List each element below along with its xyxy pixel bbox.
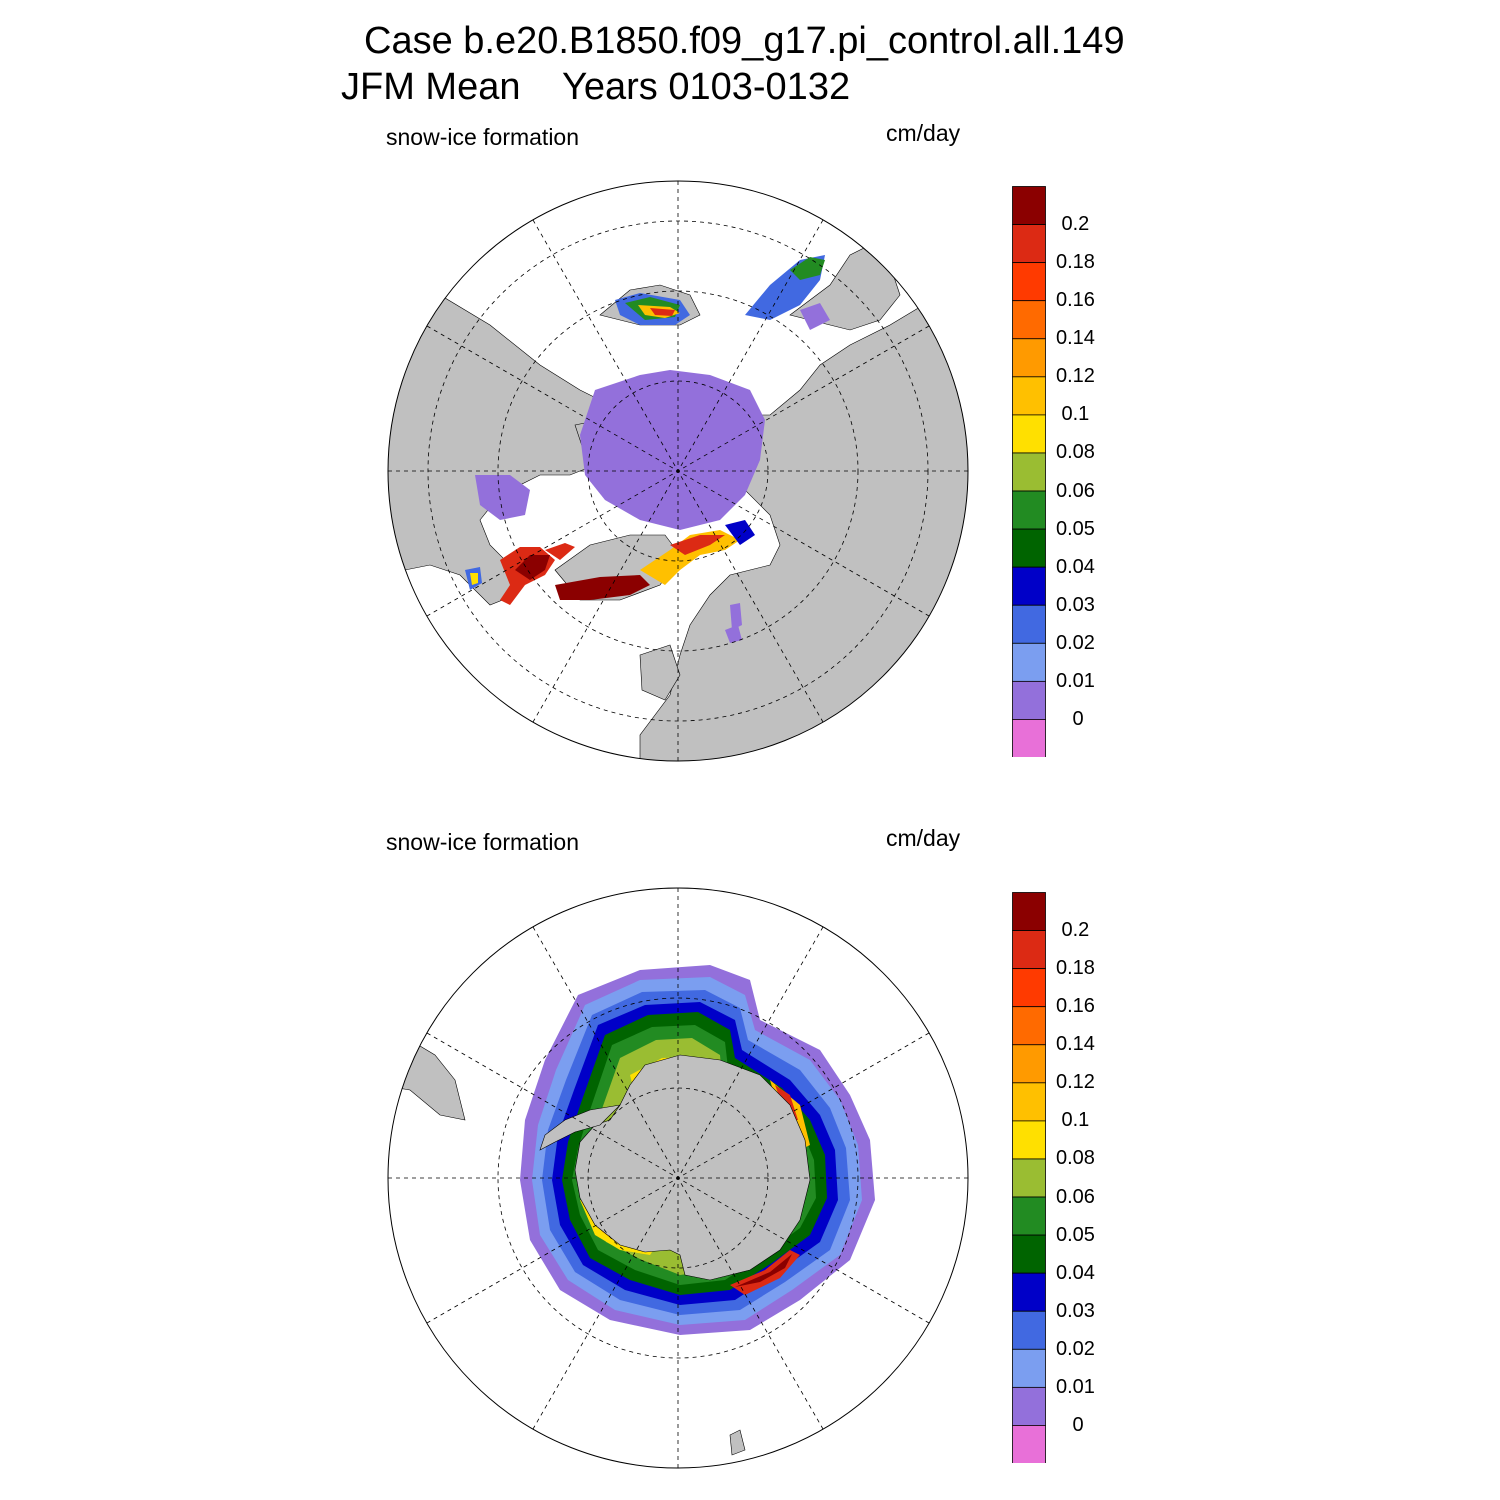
colorbar-tick-label: 0.1 [1061, 403, 1090, 426]
colorbar-swatch [1012, 414, 1046, 454]
colorbar-swatch [1012, 1348, 1046, 1388]
colorbar-tick-label: 0.18 [1056, 957, 1095, 980]
north-polar-map [387, 180, 969, 762]
colorbar-swatch [1012, 719, 1046, 757]
colorbar-tick-label: 0.01 [1056, 1375, 1095, 1398]
colorbar-tick-label: 0.08 [1056, 441, 1095, 464]
colorbar-swatch [1012, 262, 1046, 302]
colorbar-swatch [1012, 604, 1046, 644]
north-snowice-field [465, 255, 830, 643]
colorbar-swatch [1012, 186, 1046, 225]
colorbar-tick-label: 0.02 [1056, 1337, 1095, 1360]
colorbar-swatch [1012, 1196, 1046, 1236]
colorbar-tick-label: 0.18 [1056, 251, 1095, 274]
colorbar-swatch [1012, 490, 1046, 530]
south-units-label: cm/day [886, 825, 961, 851]
south-colorbar-swatches [1012, 892, 1046, 1463]
north-graticule [388, 181, 968, 761]
north-variable-label: snow-ice formation [386, 124, 580, 150]
south-colorbar [1012, 892, 1046, 1463]
colorbar-swatch [1012, 224, 1046, 264]
south-land [388, 1019, 811, 1456]
colorbar-tick-label: 0.08 [1056, 1147, 1095, 1170]
colorbar-tick-label: 0.02 [1056, 631, 1095, 654]
colorbar-swatch [1012, 1386, 1046, 1426]
colorbar-tick-label: 0.05 [1056, 1223, 1095, 1246]
colorbar-tick-label: 0.04 [1056, 1261, 1095, 1284]
colorbar-swatch [1012, 1044, 1046, 1084]
colorbar-tick-label: 0 [1072, 707, 1084, 730]
colorbar-swatch [1012, 338, 1046, 378]
colorbar-swatch [1012, 1006, 1046, 1046]
colorbar-swatch [1012, 1158, 1046, 1198]
colorbar-tick-label: 0.14 [1056, 327, 1095, 350]
south-variable-label: snow-ice formation [386, 829, 580, 855]
colorbar-swatch [1012, 680, 1046, 720]
north-colorbar-swatches [1012, 186, 1046, 757]
colorbar-swatch [1012, 1234, 1046, 1274]
colorbar-swatch [1012, 1082, 1046, 1122]
colorbar-swatch [1012, 642, 1046, 682]
colorbar-swatch [1012, 930, 1046, 970]
colorbar-swatch [1012, 452, 1046, 492]
colorbar-tick-label: 0.03 [1056, 1299, 1095, 1322]
colorbar-swatch [1012, 892, 1046, 931]
colorbar-swatch [1012, 1272, 1046, 1312]
colorbar-tick-label: 0.12 [1056, 365, 1095, 388]
colorbar-swatch [1012, 566, 1046, 606]
colorbar-tick-label: 0.16 [1056, 289, 1095, 312]
colorbar-swatch [1012, 1120, 1046, 1160]
colorbar-swatch [1012, 968, 1046, 1008]
colorbar-swatch [1012, 376, 1046, 416]
colorbar-tick-label: 0.01 [1056, 669, 1095, 692]
colorbar-tick-label: 0.03 [1056, 593, 1095, 616]
colorbar-tick-label: 0.12 [1056, 1071, 1095, 1094]
north-units-label: cm/day [886, 120, 961, 146]
colorbar-tick-label: 0.06 [1056, 1185, 1095, 1208]
south-graticule [388, 888, 968, 1468]
colorbar-tick-label: 0.05 [1056, 517, 1095, 540]
south-polar-map [387, 887, 969, 1469]
colorbar-swatch [1012, 1310, 1046, 1350]
colorbar-tick-label: 0.2 [1061, 213, 1090, 236]
colorbar-tick-label: 0.1 [1061, 1109, 1090, 1132]
colorbar-tick-label: 0.04 [1056, 555, 1095, 578]
colorbar-swatch [1012, 300, 1046, 340]
period-title: JFM Mean Years 0103-0132 [341, 66, 851, 108]
colorbar-swatch [1012, 1425, 1046, 1463]
colorbar-tick-label: 0 [1072, 1413, 1084, 1436]
colorbar-tick-label: 0.16 [1056, 995, 1095, 1018]
north-colorbar [1012, 186, 1046, 757]
colorbar-swatch [1012, 528, 1046, 568]
colorbar-tick-label: 0.2 [1061, 919, 1090, 942]
case-title: Case b.e20.B1850.f09_g17.pi_control.all.… [364, 20, 1125, 62]
colorbar-tick-label: 0.06 [1056, 479, 1095, 502]
colorbar-tick-label: 0.14 [1056, 1033, 1095, 1056]
